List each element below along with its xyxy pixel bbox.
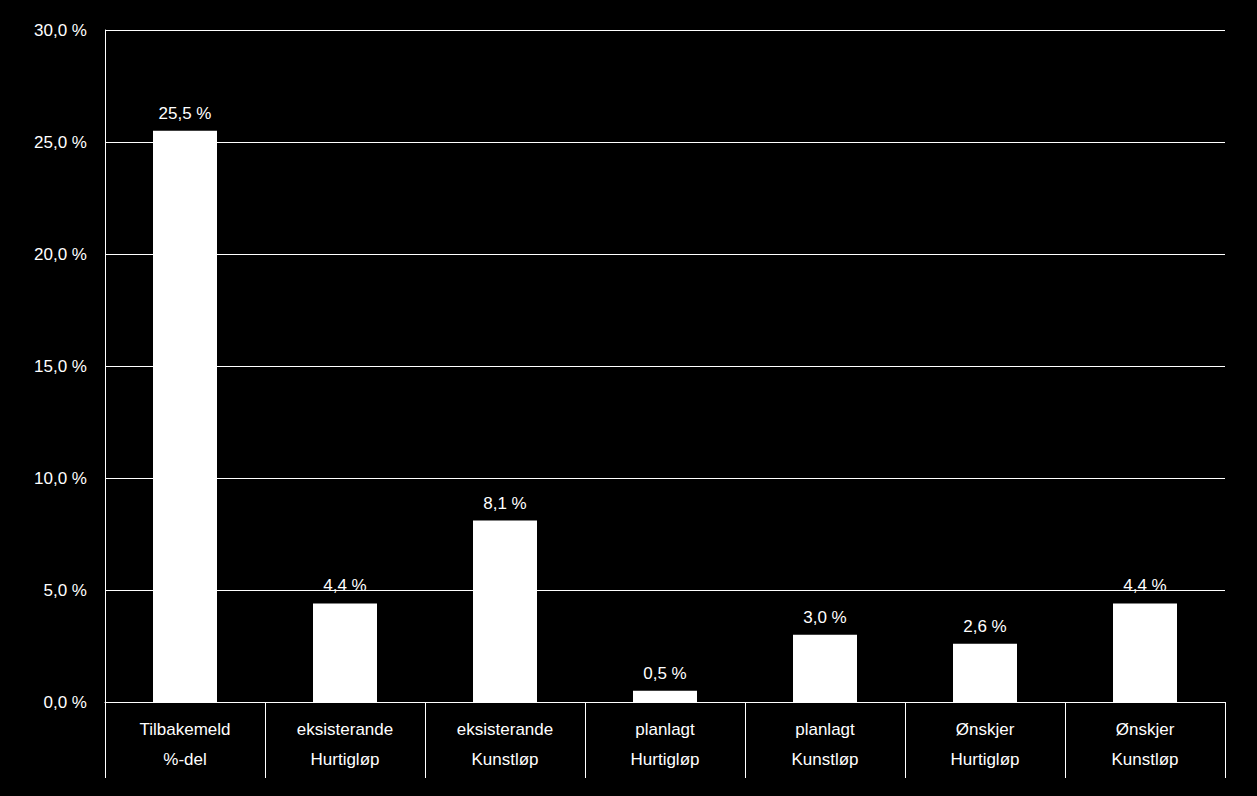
svg-text:planlagt: planlagt — [635, 720, 695, 739]
svg-text:%-del: %-del — [163, 750, 206, 769]
svg-text:planlagt: planlagt — [795, 720, 855, 739]
svg-text:Kunstløp: Kunstløp — [791, 750, 858, 769]
svg-text:Ønskjer: Ønskjer — [1116, 720, 1175, 739]
svg-text:0,5 %: 0,5 % — [643, 664, 686, 683]
svg-text:30,0 %: 30,0 % — [34, 21, 87, 40]
svg-text:20,0 %: 20,0 % — [34, 245, 87, 264]
svg-text:Hurtigløp: Hurtigløp — [311, 750, 380, 769]
svg-text:4,4 %: 4,4 % — [1123, 576, 1166, 595]
svg-text:5,0 %: 5,0 % — [44, 581, 87, 600]
svg-text:Hurtigløp: Hurtigløp — [631, 750, 700, 769]
svg-text:eksisterande: eksisterande — [297, 720, 393, 739]
svg-text:Tilbakemeld: Tilbakemeld — [139, 720, 230, 739]
svg-text:25,5 %: 25,5 % — [159, 104, 212, 123]
svg-text:Hurtigløp: Hurtigløp — [951, 750, 1020, 769]
svg-text:4,4 %: 4,4 % — [323, 576, 366, 595]
svg-text:Ønskjer: Ønskjer — [956, 720, 1015, 739]
svg-text:25,0 %: 25,0 % — [34, 133, 87, 152]
svg-text:0,0 %: 0,0 % — [44, 693, 87, 712]
svg-text:8,1 %: 8,1 % — [483, 494, 526, 513]
svg-text:Kunstløp: Kunstløp — [1111, 750, 1178, 769]
svg-text:15,0 %: 15,0 % — [34, 357, 87, 376]
svg-text:eksisterande: eksisterande — [457, 720, 553, 739]
svg-text:10,0 %: 10,0 % — [34, 469, 87, 488]
svg-text:Kunstløp: Kunstløp — [471, 750, 538, 769]
svg-text:2,6 %: 2,6 % — [963, 617, 1006, 636]
svg-text:3,0 %: 3,0 % — [803, 608, 846, 627]
